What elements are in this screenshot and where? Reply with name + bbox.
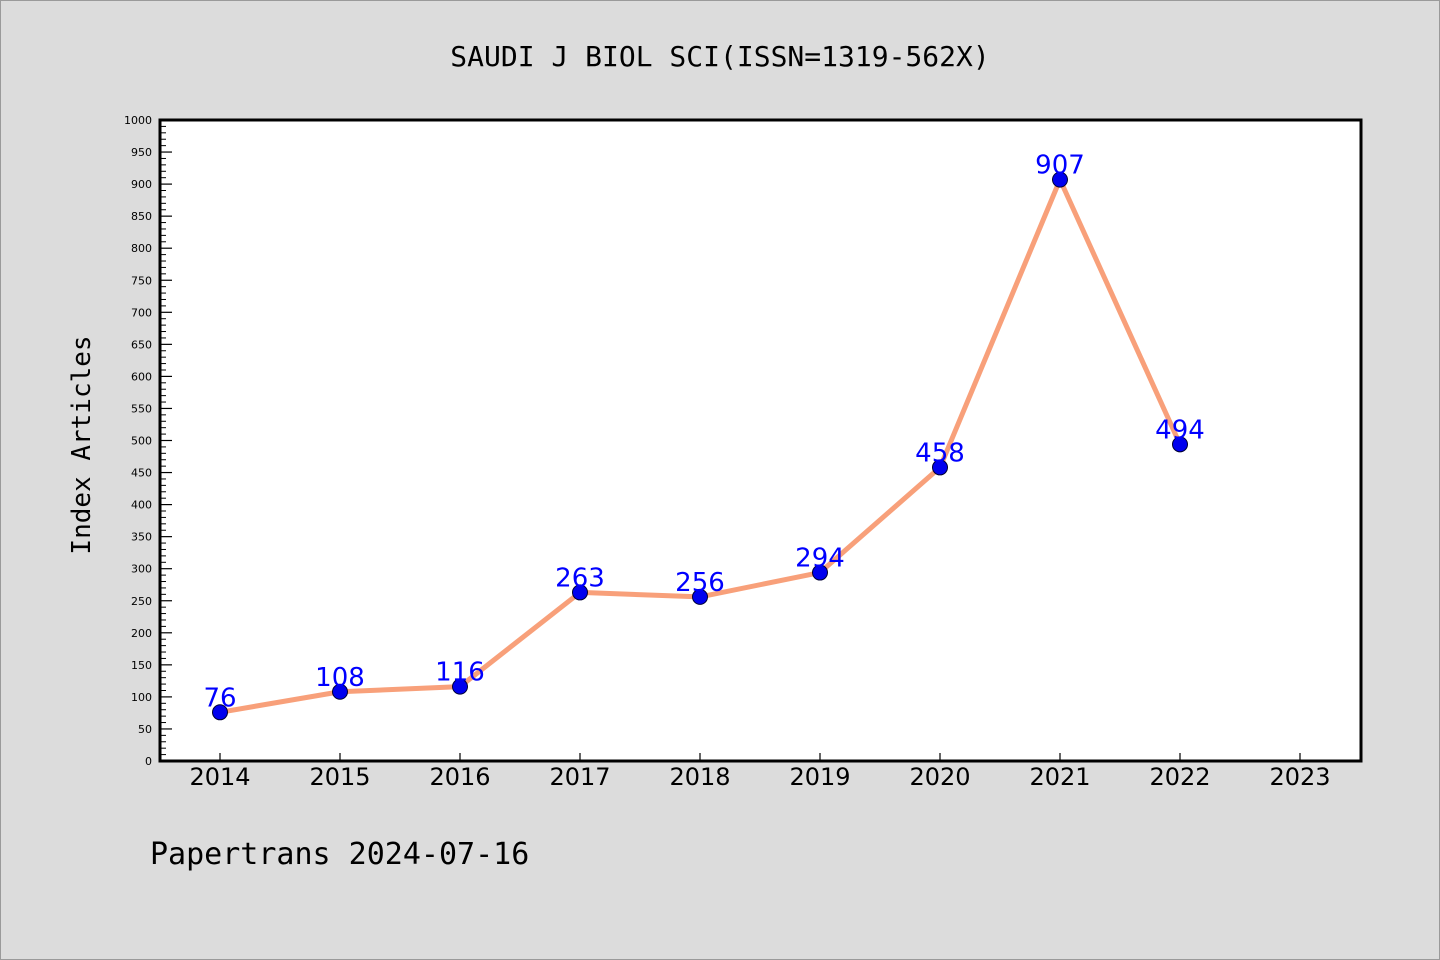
plot-border [158,118,1363,763]
data-label: 116 [435,658,485,688]
data-label: 458 [915,438,965,468]
x-tick-label: 2020 [909,763,970,791]
y-axis-ticks: 0 50 100 150 200 250 300 350 400 450 500 550 600 650 7… [124,114,172,768]
data-point [572,584,588,601]
y-axis-label: Index Articles [67,335,97,554]
chart-title: SAUDI J BIOL SCI(ISSN=1319-562X) [450,40,989,73]
y-tick-label: 600 [131,370,152,383]
y-tick-label: 350 [131,531,152,544]
y-tick-label: 500 [131,435,152,448]
x-tick-label: 2021 [1029,763,1090,791]
y-tick-label: 550 [131,402,152,415]
x-axis-ticks: 2014 2015 2016 2017 2018 2019 2020 2021 2022 2023 [189,753,1331,791]
series-layer: 76 108 116 263 256 294 458 907 494 [203,151,1205,721]
y-tick-label: 50 [138,723,152,736]
data-point [692,588,708,605]
y-tick-label: 200 [131,627,152,640]
data-label: 108 [315,663,365,693]
y-tick-label: 400 [131,499,152,512]
data-label: 494 [1155,415,1205,445]
y-tick-label: 750 [131,274,152,287]
x-tick-label: 2016 [429,763,490,791]
data-label: 76 [203,683,236,713]
data-label: 907 [1035,151,1085,181]
y-tick-label: 700 [131,306,152,319]
x-tick-label: 2019 [789,763,850,791]
y-tick-label: 650 [131,338,152,351]
data-label: 263 [555,563,605,593]
y-tick-label: 100 [131,691,152,704]
x-tick-label: 2014 [189,763,250,791]
y-tick-label: 800 [131,242,152,255]
data-label: 256 [675,568,725,598]
y-tick-label: 1000 [124,114,152,127]
data-point [1052,171,1068,188]
data-point [812,564,828,581]
y-tick-label: 300 [131,563,152,576]
data-point [332,683,348,700]
y-tick-label: 450 [131,467,152,480]
data-point [452,678,468,695]
y-tick-label: 150 [131,659,152,672]
x-tick-label: 2015 [309,763,370,791]
y-tick-label: 250 [131,595,152,608]
x-tick-label: 2018 [669,763,730,791]
footer-credit: Papertrans 2024-07-16 [150,837,529,872]
data-label: 294 [795,544,845,574]
data-point [212,704,228,721]
y-tick-label: 0 [145,755,152,768]
y-tick-label: 850 [131,210,152,223]
x-tick-label: 2023 [1269,763,1330,791]
y-tick-label: 900 [131,178,152,191]
x-tick-label: 2022 [1149,763,1210,791]
y-tick-label: 950 [131,146,152,159]
data-point [1172,436,1188,453]
x-tick-label: 2017 [549,763,610,791]
data-point [932,459,948,476]
plot-area [160,120,1361,761]
